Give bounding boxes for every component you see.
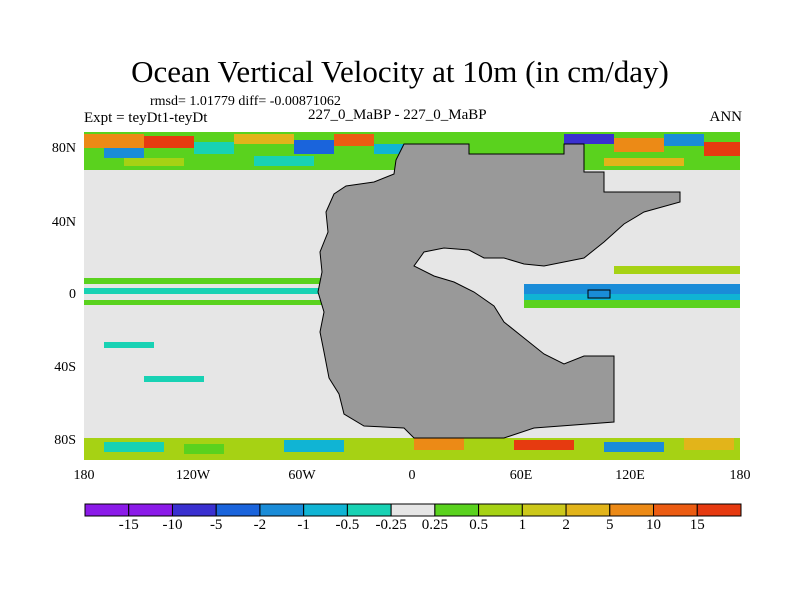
x-label-180e: 180 xyxy=(729,468,751,483)
colorbar-label: -2 xyxy=(253,517,267,533)
y-label-80s: 80S xyxy=(54,433,76,448)
experiment-label: Expt = teyDt1-teyDt xyxy=(84,110,208,126)
x-label-60e: 60E xyxy=(509,468,533,483)
colorbar-swatch xyxy=(84,503,130,517)
colorbar-label: 5 xyxy=(606,517,614,533)
colorbar-label: 0.5 xyxy=(469,517,488,533)
colorbar-swatch xyxy=(653,503,698,517)
x-label-120e: 120E xyxy=(615,468,645,483)
colorbar-label: -15 xyxy=(118,517,139,533)
colorbar-label: -5 xyxy=(209,517,223,533)
colorbar-label: 15 xyxy=(689,517,705,533)
colorbar-label: -0.5 xyxy=(335,517,360,533)
x-label-0: 0 xyxy=(408,468,416,483)
colorbar-label: -0.25 xyxy=(375,517,407,533)
colorbar-swatch xyxy=(434,503,480,517)
land-mass xyxy=(317,143,681,439)
y-label-40s: 40S xyxy=(54,360,76,375)
velocity-map xyxy=(84,132,740,460)
stats-label: rmsd= 1.01779 diff= -0.00871062 xyxy=(150,94,341,109)
case-label: 227_0_MaBP - 227_0_MaBP xyxy=(308,107,487,123)
season-label: ANN xyxy=(709,109,743,125)
colorbar-label: 1 xyxy=(518,517,527,533)
y-label-0: 0 xyxy=(69,287,76,302)
colorbar-swatch xyxy=(565,503,611,517)
plot-title: Ocean Vertical Velocity at 10m (in cm/da… xyxy=(131,54,669,89)
colorbar-swatch xyxy=(521,503,567,517)
x-label-180w: 180 xyxy=(73,468,95,483)
y-label-40n: 40N xyxy=(51,215,76,230)
colorbar-label: -1 xyxy=(297,517,310,533)
colorbar-swatch xyxy=(609,503,655,517)
colorbar-swatch xyxy=(478,503,523,517)
colorbar-label: -10 xyxy=(162,517,183,533)
colorbar-label: 2 xyxy=(562,517,570,533)
colorbar-label: 10 xyxy=(646,517,662,533)
colorbar-swatch xyxy=(128,503,173,517)
colorbar-swatch xyxy=(696,503,742,517)
colorbar-label: 0.25 xyxy=(421,517,448,533)
antarctic-band xyxy=(84,436,740,460)
colorbar-swatch xyxy=(259,503,305,517)
colorbar-swatch xyxy=(346,503,392,517)
y-label-80n: 80N xyxy=(51,141,76,156)
x-label-60w: 60W xyxy=(288,468,316,483)
colorbar-swatch xyxy=(303,503,348,517)
inland-sea xyxy=(587,289,611,299)
colorbar-swatch xyxy=(171,503,217,517)
equatorial-bands xyxy=(84,266,740,382)
x-label-120w: 120W xyxy=(175,468,211,483)
colorbar-swatch xyxy=(390,503,436,517)
colorbar-swatch xyxy=(215,503,261,517)
colorbar xyxy=(84,503,742,517)
